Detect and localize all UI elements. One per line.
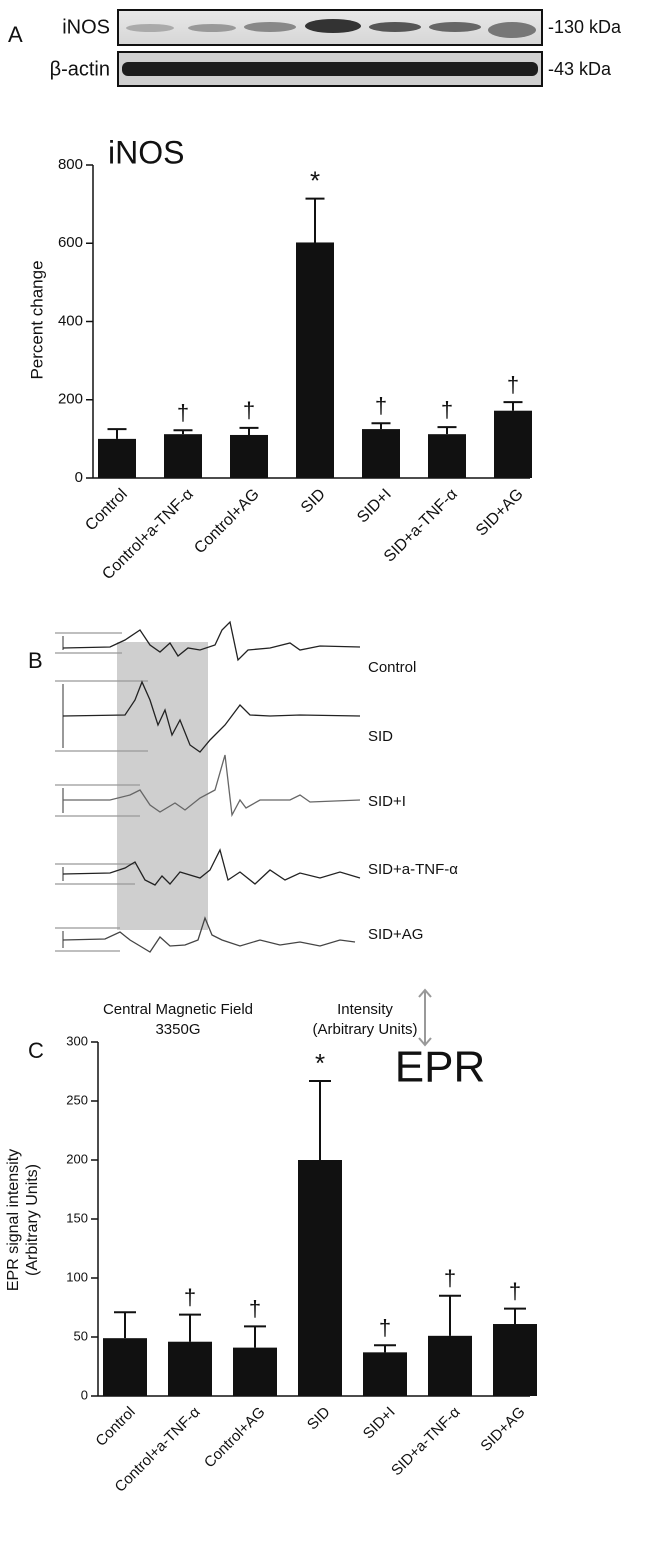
trace-label: SID+a-TNF-α: [368, 861, 458, 878]
figure: A iNOS β-actin -130 kDa -43 kDa B Contro…: [0, 0, 646, 1542]
error-bar: [504, 1309, 526, 1324]
significance-marker: †: [441, 397, 453, 422]
trace-label: SID+I: [368, 793, 406, 810]
field-value: 3350G: [155, 1021, 200, 1038]
bar: [164, 434, 202, 478]
error-bar: [244, 1326, 266, 1347]
field-label: Central Magnetic Field: [103, 1001, 253, 1018]
significance-marker: †: [243, 398, 255, 423]
significance-marker: †: [249, 1296, 261, 1321]
bar: [233, 1348, 277, 1396]
field-region: [117, 642, 208, 930]
error-bar: [114, 1312, 136, 1338]
intensity-arrow: [419, 990, 431, 1045]
y-tick-label: 800: [58, 156, 83, 173]
bar: [298, 1160, 342, 1396]
significance-marker: †: [375, 393, 387, 418]
y-axis-label: (Arbitrary Units): [24, 1164, 41, 1276]
significance-marker: †: [177, 400, 189, 425]
significance-marker: *: [310, 166, 320, 196]
y-tick-label: 50: [74, 1328, 88, 1343]
bar: [494, 411, 532, 478]
bar: [230, 435, 268, 478]
y-tick-label: 200: [66, 1151, 88, 1166]
significance-marker: †: [507, 372, 519, 397]
y-tick-label: 600: [58, 234, 83, 251]
bar: [168, 1342, 212, 1396]
bar: [98, 439, 136, 478]
trace-label: Control: [368, 659, 416, 676]
x-tick-label: Control: [92, 1404, 138, 1450]
significance-marker: †: [444, 1266, 456, 1291]
x-tick-label: SID+I: [360, 1404, 399, 1443]
bar: [362, 429, 400, 478]
x-tick-label: Control: [82, 486, 131, 535]
significance-marker: †: [379, 1315, 391, 1340]
bar: [296, 242, 334, 478]
panel-label: B: [28, 648, 43, 673]
x-tick-label: SID: [298, 486, 329, 517]
chart-title: iNOS: [108, 134, 184, 170]
significance-marker: *: [315, 1048, 325, 1078]
intensity-label: Intensity: [337, 1001, 393, 1018]
y-tick-label: 100: [66, 1269, 88, 1284]
x-tick-label: SID+a-TNF-α: [388, 1403, 464, 1479]
bar: [363, 1352, 407, 1396]
x-tick-label: Control+AG: [201, 1404, 269, 1472]
panel-label: A: [8, 22, 23, 47]
significance-marker: †: [509, 1278, 521, 1303]
y-tick-label: 400: [58, 312, 83, 329]
error-bar: [374, 1345, 396, 1352]
chart-title: EPR: [395, 1043, 485, 1092]
error-bar: [240, 428, 259, 435]
x-tick-label: Control+AG: [191, 486, 262, 557]
error-bar: [504, 402, 523, 411]
error-bar: [439, 1296, 461, 1336]
bar: [428, 1336, 472, 1396]
error-bar: [174, 430, 193, 434]
x-tick-label: SID+AG: [473, 486, 527, 540]
y-tick-label: 300: [66, 1033, 88, 1048]
x-tick-label: SID: [304, 1404, 334, 1434]
blot-row-label: β-actin: [50, 58, 110, 80]
y-axis-label: Percent change: [27, 260, 46, 379]
bar: [428, 434, 466, 478]
error-bar: [108, 429, 127, 439]
bar: [493, 1324, 537, 1396]
bar: [103, 1338, 147, 1396]
intensity-unit: (Arbitrary Units): [312, 1021, 417, 1038]
y-tick-label: 200: [58, 391, 83, 408]
y-tick-label: 0: [81, 1387, 88, 1402]
panel-label: C: [28, 1038, 44, 1063]
blot-marker: -130 kDa: [548, 17, 622, 37]
error-bar: [306, 199, 325, 243]
x-tick-label: SID+AG: [477, 1404, 528, 1455]
trace-label: SID: [368, 728, 393, 745]
blot-marker: -43 kDa: [548, 59, 612, 79]
y-axis-label: EPR signal intensity: [5, 1149, 22, 1291]
y-tick-label: 0: [75, 469, 83, 486]
blot-row-label: iNOS: [62, 16, 110, 38]
error-bar: [309, 1081, 331, 1160]
error-bar: [438, 427, 457, 434]
significance-marker: †: [184, 1284, 196, 1309]
blot-image: [118, 10, 542, 86]
y-tick-label: 250: [66, 1092, 88, 1107]
error-bar: [372, 423, 391, 429]
y-tick-label: 150: [66, 1210, 88, 1225]
trace-label: SID+AG: [368, 926, 423, 943]
error-bar: [179, 1315, 201, 1342]
x-tick-label: SID+I: [354, 486, 395, 527]
epr-traces: [63, 622, 360, 952]
